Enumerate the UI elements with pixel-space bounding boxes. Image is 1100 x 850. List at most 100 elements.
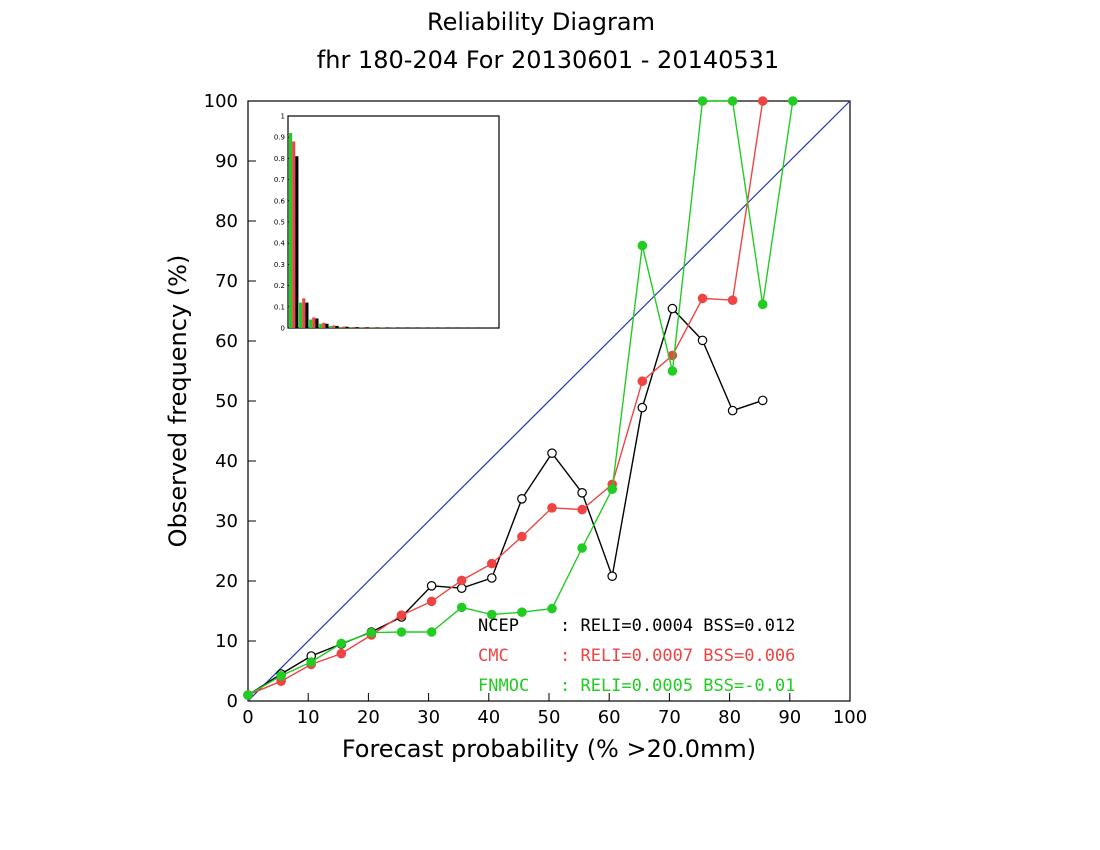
chart-title: Reliability Diagram xyxy=(427,8,655,36)
data-point-ncep xyxy=(727,405,738,416)
inset-y-tick-label: 0.8 xyxy=(274,155,285,163)
data-point-fnmoc xyxy=(667,366,678,376)
inset-y-tick-label: 0.3 xyxy=(274,261,285,269)
inset-y-tick-label: 0.2 xyxy=(274,282,285,290)
y-tick-label: 90 xyxy=(215,151,238,172)
data-point-fnmoc xyxy=(276,670,286,681)
data-point-fnmoc xyxy=(487,609,497,620)
perfect-reliability-line xyxy=(247,100,851,702)
inset-histogram: 0 0.1 0.2 0.3 0.4 0.5 0.6 0.7 0.8 0.9 1 xyxy=(274,113,500,333)
data-point-ncep xyxy=(517,493,527,504)
inset-bar-fnmoc xyxy=(359,327,363,328)
legend-stats-fnmoc: : RELI=0.0005 BSS=-0.01 xyxy=(560,676,795,696)
data-point-ncep xyxy=(757,395,768,406)
inset-bar-ncep xyxy=(315,318,319,328)
data-point-fnmoc xyxy=(336,638,347,649)
data-point-cmc xyxy=(517,531,527,542)
inset-y-tick-label: 0.7 xyxy=(274,176,285,184)
inset-bar-fnmoc xyxy=(329,325,333,328)
y-axis-label: Observed frequency (%) xyxy=(164,255,192,548)
data-point-ncep xyxy=(607,571,618,581)
y-tick-label: 70 xyxy=(215,271,238,292)
series-fnmoc xyxy=(243,96,798,700)
data-point-ncep xyxy=(697,335,708,346)
series-line-ncep xyxy=(247,307,763,696)
inset-bar-fnmoc xyxy=(299,302,303,328)
data-point-cmc xyxy=(487,558,497,569)
x-tick-label: 90 xyxy=(778,707,801,728)
x-tick-label: 40 xyxy=(477,707,500,728)
x-tick-label: 80 xyxy=(718,707,741,728)
x-tick-label: 50 xyxy=(538,707,561,728)
data-point-fnmoc xyxy=(577,543,587,553)
inset-bar-cmc xyxy=(312,317,316,328)
data-point-fnmoc xyxy=(243,690,253,700)
inset-bar-fnmoc xyxy=(349,327,353,328)
x-tick-label: 20 xyxy=(357,707,380,728)
data-point-fnmoc xyxy=(727,96,738,106)
inset-y-tick-label: 0.6 xyxy=(274,197,286,205)
inset-bar-cmc xyxy=(352,326,356,328)
x-tick-label: 70 xyxy=(658,707,681,728)
inset-y-tick-label: 0.4 xyxy=(274,240,286,248)
inset-bar-fnmoc xyxy=(309,319,313,328)
data-point-fnmoc xyxy=(426,627,437,637)
data-point-fnmoc xyxy=(456,602,467,613)
y-tick-label: 100 xyxy=(204,91,238,112)
y-tick-label: 80 xyxy=(215,211,238,232)
data-point-ncep xyxy=(637,402,648,413)
x-tick-label: 60 xyxy=(598,707,621,728)
y-tick-label: 0 xyxy=(227,691,238,712)
data-point-fnmoc xyxy=(396,627,407,637)
x-tick-label: 30 xyxy=(417,707,440,728)
inset-y-tick-label: 0 xyxy=(281,325,285,333)
data-point-ncep xyxy=(547,448,557,458)
inset-bar-cmc xyxy=(362,327,366,328)
x-axis-label: Forecast probability (% >20.0mm) xyxy=(342,735,756,763)
inset-bar-cmc xyxy=(292,141,296,328)
inset-border xyxy=(287,115,500,329)
series-layer xyxy=(243,96,798,700)
data-point-cmc xyxy=(577,504,587,515)
data-point-ncep xyxy=(456,583,467,593)
data-point-ncep xyxy=(426,580,437,591)
legend-name-cmc: CMC xyxy=(478,646,509,666)
inset-bar-ncep xyxy=(335,325,339,328)
data-point-ncep xyxy=(487,573,497,583)
data-point-fnmoc xyxy=(306,657,317,667)
data-point-cmc xyxy=(727,295,738,305)
data-point-fnmoc xyxy=(517,607,527,617)
x-axis: 0 10 20 30 40 50 60 70 80 90 100 xyxy=(242,693,867,728)
y-tick-label: 20 xyxy=(215,571,238,592)
data-point-ncep xyxy=(577,487,587,498)
data-point-cmc xyxy=(697,293,708,304)
inset-bar-cmc xyxy=(342,326,346,328)
inset-bar-ncep xyxy=(355,327,359,328)
data-point-fnmoc xyxy=(757,299,768,310)
x-tick-label: 10 xyxy=(297,707,320,728)
data-point-fnmoc xyxy=(607,484,618,494)
data-point-ncep xyxy=(667,303,678,314)
y-tick-label: 60 xyxy=(215,331,238,352)
data-point-fnmoc xyxy=(547,603,557,614)
inset-y-tick-label: 1 xyxy=(281,113,285,121)
y-tick-label: 30 xyxy=(215,511,238,532)
data-point-cmc xyxy=(396,610,407,620)
data-point-cmc xyxy=(547,502,557,513)
inset-bar-ncep xyxy=(365,327,369,328)
data-point-fnmoc xyxy=(697,96,708,106)
inset-y-tick-label: 0.9 xyxy=(274,134,285,142)
y-tick-label: 40 xyxy=(215,451,238,472)
data-point-fnmoc xyxy=(637,240,648,251)
y-axis: 0 10 20 30 40 50 60 70 80 90 100 xyxy=(204,91,256,712)
data-point-fnmoc xyxy=(788,96,798,106)
inset-bar-fnmoc xyxy=(319,323,323,328)
inset-bar-cmc xyxy=(302,298,306,328)
data-point-cmc xyxy=(336,648,347,659)
data-point-cmc xyxy=(456,575,467,586)
chart-subtitle: fhr 180-204 For 20130601 - 20140531 xyxy=(317,46,779,74)
legend: NCEP: RELI=0.0004 BSS=0.012 CMC: RELI=0.0… xyxy=(478,616,795,696)
inset-bar-cmc xyxy=(332,325,336,328)
legend-stats-ncep: : RELI=0.0004 BSS=0.012 xyxy=(560,616,795,636)
